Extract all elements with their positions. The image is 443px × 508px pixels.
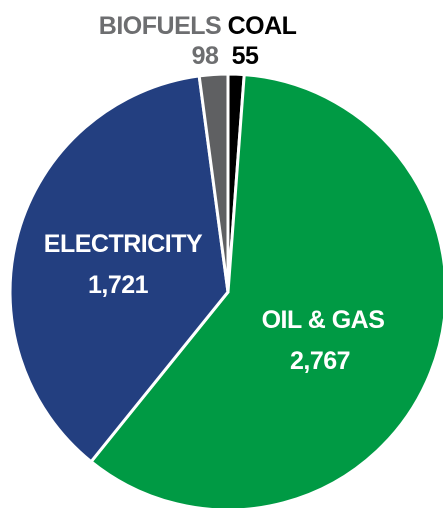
label-oil-gas-value: 2,767 [290, 347, 350, 375]
label-coal-name: COAL [228, 12, 297, 40]
pie-slice-electricity [8, 74, 230, 464]
label-coal-value: 55 [232, 42, 259, 70]
label-biofuels-value: 98 [192, 42, 219, 70]
pie-slices [8, 72, 443, 508]
label-biofuels-name: BIOFUELS [99, 12, 221, 40]
pie-slice-biofuels [197, 72, 230, 294]
label-electricity-name: ELECTRICITY [44, 230, 203, 258]
label-electricity-value: 1,721 [88, 271, 149, 299]
pie-slice-oil-gas [89, 73, 443, 508]
label-oil-gas-name: OIL & GAS [262, 306, 385, 334]
